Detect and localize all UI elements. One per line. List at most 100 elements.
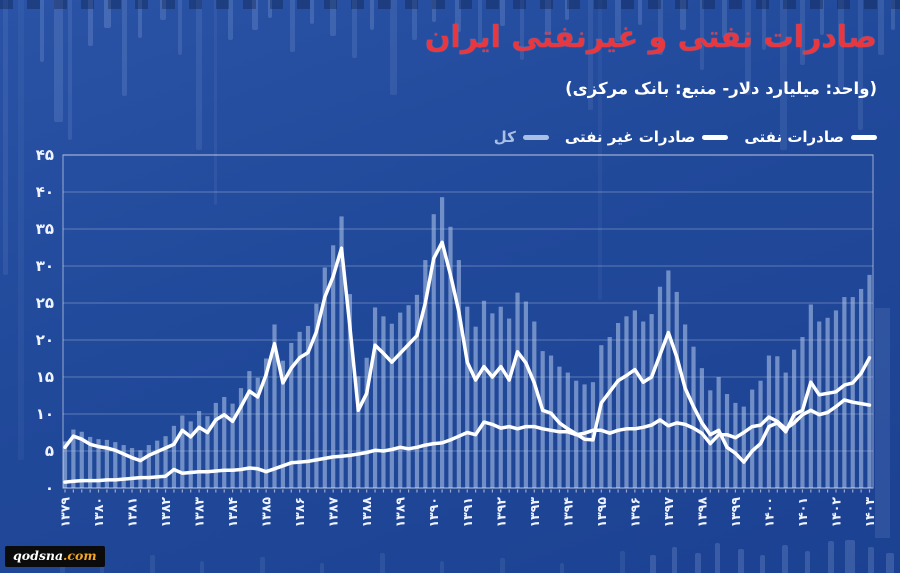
x-tick-label: ۱۳۸۷ — [326, 497, 341, 528]
total-bar — [523, 301, 529, 488]
total-bar — [842, 297, 847, 488]
x-tick-label: ۱۳۸۳ — [192, 497, 207, 528]
total-bar — [347, 294, 353, 488]
x-tick-label: ۱۴۰۰ — [761, 497, 776, 528]
total-bar — [615, 322, 621, 488]
background-top-dashes-decoration — [0, 0, 900, 9]
total-bar — [473, 326, 478, 488]
total-bar — [331, 245, 336, 488]
y-tick-label: ۲۰ — [36, 331, 54, 349]
watermark-qodsna: qodsna.com — [5, 546, 105, 567]
total-bar — [155, 440, 160, 488]
line-swatch-icon — [851, 134, 877, 140]
total-bar — [104, 439, 110, 488]
total-bars — [62, 197, 872, 489]
total-bar — [381, 316, 386, 488]
total-bar — [71, 429, 76, 488]
total-bar — [180, 415, 185, 488]
total-bar — [372, 307, 378, 488]
total-bar — [825, 317, 830, 488]
total-bar — [364, 357, 369, 488]
x-tick-label: ۱۳۸۸ — [359, 497, 374, 528]
total-bar — [230, 403, 235, 488]
total-bar — [540, 351, 545, 488]
total-bar — [96, 439, 101, 488]
total-bar — [599, 345, 604, 488]
total-bar — [356, 376, 361, 488]
x-tick-label: ۱۴۰۱ — [795, 497, 810, 528]
total-bar — [79, 431, 84, 488]
watermark-tld: .com — [63, 548, 97, 563]
total-bar — [440, 197, 445, 488]
total-bar — [322, 267, 327, 488]
total-bar — [683, 324, 688, 488]
total-bar — [582, 384, 587, 488]
x-tick-label: ۱۳۹۸ — [694, 497, 709, 528]
line-swatch-icon — [702, 134, 729, 140]
x-tick-label: ۱۴۰۲ — [828, 497, 843, 528]
total-bar — [113, 442, 118, 488]
total-bar — [490, 313, 495, 488]
total-bar — [481, 300, 487, 488]
total-bar — [431, 214, 436, 488]
y-tick-label: ۳۰ — [36, 257, 54, 275]
total-bar — [280, 360, 285, 488]
total-bar — [507, 318, 512, 488]
total-bar — [297, 331, 302, 488]
total-bar — [741, 406, 746, 488]
total-bar — [624, 316, 629, 488]
total-bar — [414, 294, 420, 488]
total-bar — [238, 388, 244, 488]
x-tick-label: ۱۴۰۳ — [862, 497, 877, 528]
legend-label: کل — [493, 128, 516, 146]
total-bar — [674, 291, 679, 488]
y-axis-labels: ۰ ۵ ۱۰ ۱۵ ۲۰ ۲۵ ۳۰ ۳۵ ۴۰ ۴۵ — [36, 146, 54, 497]
total-bar — [632, 310, 637, 488]
legend-item-non-oil-exports: صادرات غیر نفتی — [565, 128, 729, 146]
total-bar — [305, 325, 311, 488]
total-bar — [766, 355, 772, 488]
x-tick-label: ۱۳۸۵ — [259, 497, 274, 528]
total-bar — [498, 306, 503, 488]
total-bar — [389, 323, 394, 488]
x-tick-label: ۱۳۹۶ — [627, 497, 642, 528]
x-tick-label: ۱۳۸۱ — [125, 497, 140, 528]
total-bar — [213, 402, 218, 488]
total-bar — [163, 436, 168, 488]
non-oil-exports-line — [63, 398, 872, 484]
total-bar — [532, 321, 537, 488]
total-bar — [456, 260, 461, 488]
y-tick-label: ۳۵ — [36, 220, 54, 238]
legend-item-oil-exports: صادرات نفتی — [744, 128, 877, 146]
x-tick-label: ۱۳۹۴ — [560, 497, 575, 528]
total-bar — [129, 448, 135, 488]
plot-border — [62, 154, 874, 489]
total-bar — [750, 389, 755, 488]
legend-label: صادرات نفتی — [744, 128, 844, 146]
total-bar — [171, 425, 177, 488]
total-bar — [121, 445, 126, 488]
total-bar — [657, 286, 663, 488]
total-bar — [607, 337, 612, 488]
x-tick-label: ۱۳۹۲ — [493, 497, 508, 528]
x-tick-label: ۱۳۸۰ — [91, 497, 106, 528]
y-tick-label: ۴۵ — [36, 146, 54, 164]
total-bar — [800, 337, 805, 488]
bar-swatch-icon — [522, 134, 549, 140]
total-bar — [808, 304, 813, 488]
y-tick-label: ۵ — [45, 442, 54, 460]
total-bar — [791, 349, 797, 488]
total-bar — [188, 421, 193, 488]
y-tick-label: ۲۵ — [36, 294, 54, 312]
total-bar — [465, 306, 470, 488]
total-bar — [733, 402, 738, 488]
total-bar — [138, 450, 143, 488]
total-bar — [867, 274, 872, 488]
total-bar — [406, 305, 411, 488]
oil-exports-line — [63, 240, 872, 464]
total-bar — [247, 371, 252, 488]
total-bar — [548, 355, 554, 488]
total-bar — [641, 321, 646, 488]
x-tick-label: ۱۳۸۲ — [158, 497, 173, 528]
